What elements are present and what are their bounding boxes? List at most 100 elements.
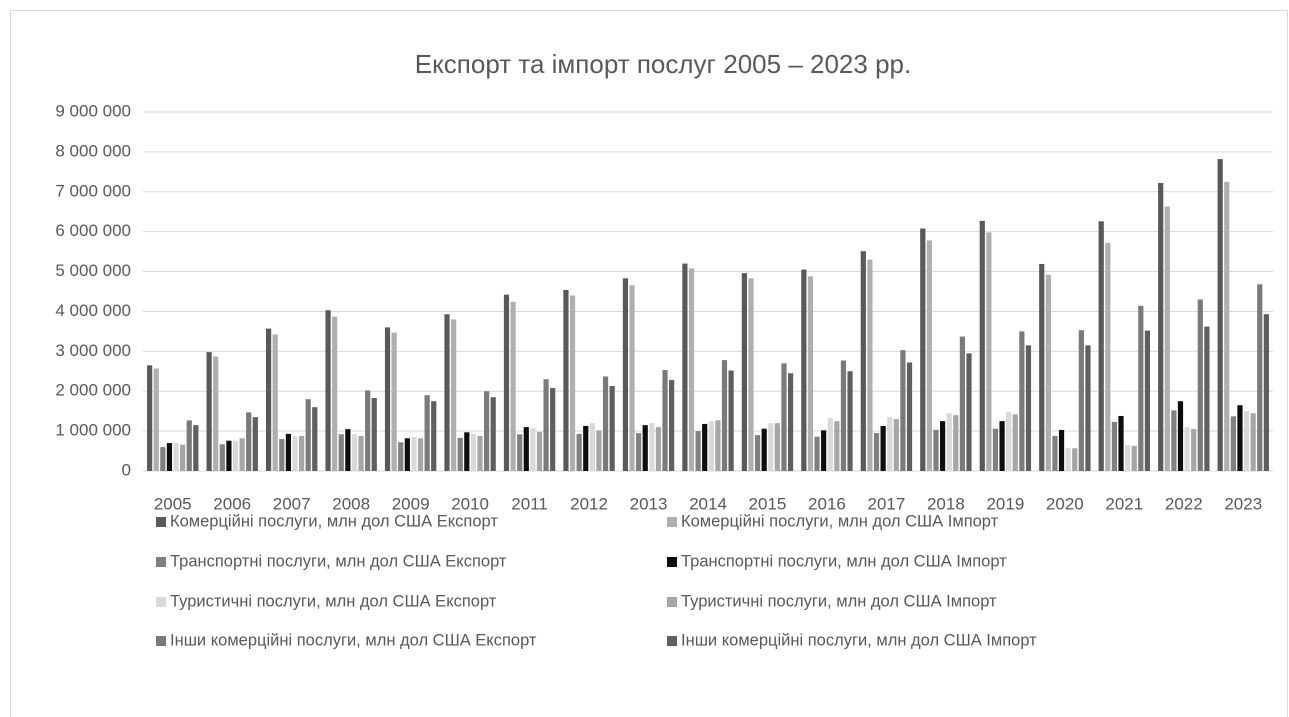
bar [563, 289, 569, 471]
bar [517, 434, 523, 471]
bar [285, 433, 291, 471]
bar [246, 412, 252, 471]
x-tick-label: 2012 [570, 494, 608, 513]
bar [583, 425, 589, 471]
bar [821, 430, 827, 471]
bar [629, 285, 635, 471]
x-tick-label: 2014 [689, 494, 727, 513]
bar [1177, 401, 1184, 471]
bar [946, 413, 952, 471]
y-tick-label: 3 000 000 [55, 341, 131, 360]
y-tick-label: 7 000 000 [55, 181, 131, 200]
bar [649, 423, 655, 471]
bar [186, 420, 192, 471]
x-tick-label: 2015 [749, 494, 787, 513]
bar [801, 269, 807, 471]
bar [1224, 181, 1230, 472]
bar [933, 429, 939, 471]
bar [979, 220, 985, 471]
bar [411, 437, 417, 471]
bar [193, 425, 199, 471]
bar [160, 447, 166, 471]
y-tick-label: 5 000 000 [55, 261, 131, 280]
x-tick-label: 2007 [273, 494, 311, 513]
bar [900, 350, 906, 471]
bar [669, 380, 675, 471]
bar [754, 435, 761, 471]
bar [589, 423, 595, 471]
legend-label: Транспортні послуги, млн дол США Імпорт [681, 552, 1007, 570]
bar [860, 251, 866, 471]
bar [424, 395, 430, 471]
bar [688, 268, 695, 471]
bar [1065, 447, 1071, 471]
bar [484, 391, 490, 471]
bar [695, 431, 701, 471]
legend-label: Туристичні послуги, млн дол США Імпорт [681, 592, 997, 610]
bar [232, 440, 239, 471]
bar [1118, 415, 1124, 471]
bar [642, 425, 648, 471]
bar [741, 273, 747, 471]
legend-label: Інши комерційні послуги, млн дол США Імп… [681, 631, 1037, 649]
bar [893, 419, 899, 471]
bar [959, 336, 965, 471]
bar [906, 362, 913, 471]
bar [1045, 274, 1051, 471]
bar [1250, 413, 1256, 471]
legend-label: Комерційні послуги, млн дол США Експорт [170, 512, 498, 530]
y-tick-label: 9 000 000 [55, 101, 131, 120]
bar [768, 423, 774, 471]
bar [966, 353, 972, 471]
bar [1072, 448, 1078, 471]
y-tick-label: 6 000 000 [55, 221, 131, 240]
bar [569, 295, 576, 471]
bar [173, 443, 179, 471]
bar [219, 444, 225, 471]
bar [239, 438, 245, 471]
x-tick-label: 2023 [1224, 494, 1262, 513]
bar [153, 368, 159, 471]
bar [576, 433, 582, 471]
x-tick-label: 2009 [392, 494, 430, 513]
bar [503, 294, 510, 471]
x-tick-label: 2019 [986, 494, 1024, 513]
bar [384, 327, 391, 471]
bar [761, 428, 767, 471]
legend-swatch [156, 636, 166, 646]
bar [265, 328, 272, 471]
bar [840, 360, 847, 471]
legend-swatch [156, 517, 166, 527]
bar [920, 228, 926, 471]
bar [470, 433, 477, 471]
x-tick-label: 2013 [630, 494, 668, 513]
bar [272, 334, 278, 471]
bar [404, 438, 410, 471]
legend-label: Комерційні послуги, млн дол США Імпорт [681, 512, 999, 530]
bar [867, 259, 873, 471]
bar [543, 379, 549, 471]
bar [398, 442, 404, 471]
x-tick-label: 2018 [927, 494, 965, 513]
bar [464, 432, 470, 471]
bar [305, 399, 311, 471]
bar [147, 365, 153, 471]
bar [1144, 330, 1151, 471]
bar [298, 435, 305, 471]
bar [708, 421, 714, 471]
bar [787, 373, 794, 471]
bar [477, 435, 483, 471]
bar [213, 356, 219, 471]
x-tick-label: 2006 [213, 494, 251, 513]
bar [1085, 345, 1091, 471]
bar [325, 310, 331, 471]
bar [490, 397, 496, 471]
bar [873, 433, 880, 471]
y-tick-label: 0 [122, 460, 131, 479]
bar [451, 319, 457, 471]
bar [180, 444, 186, 471]
bar [622, 278, 629, 471]
bar [880, 425, 886, 471]
bar [206, 352, 212, 471]
bar [1158, 183, 1164, 471]
